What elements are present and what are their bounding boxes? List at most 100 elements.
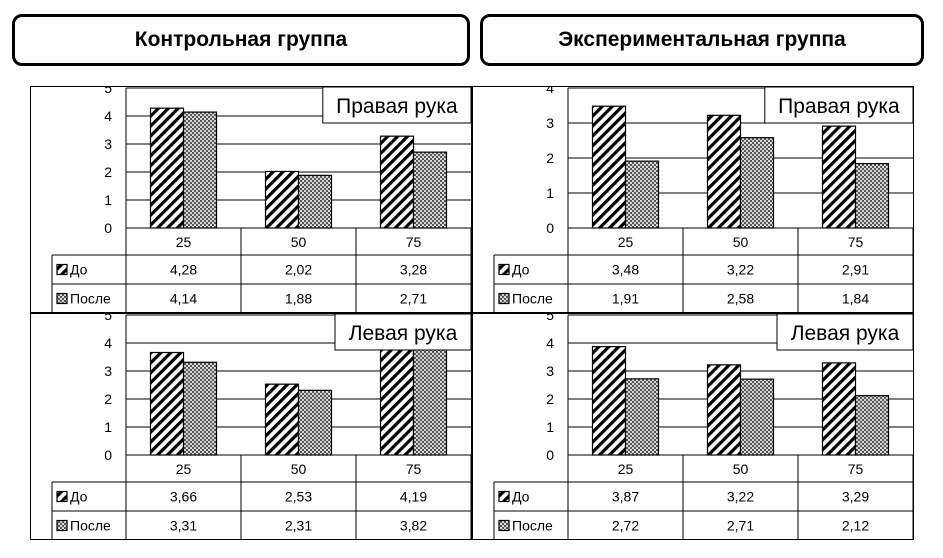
bar-before [591,346,627,456]
legend-key-after [56,519,68,532]
y-tick-label: 5 [546,313,554,323]
y-tick-label: 1 [104,192,112,208]
bar-after [297,389,333,456]
bar-after [624,378,660,456]
data-label: 3,87 [612,489,639,505]
y-tick-label: 0 [546,447,554,463]
legend-key-after [498,519,510,532]
experimental-group-title: Экспериментальная группа [558,28,846,51]
y-tick-label: 3 [104,136,112,152]
data-label: 3,28 [400,262,427,278]
y-tick-label: 3 [546,115,554,131]
data-label: 2,58 [727,291,754,307]
bar-before [264,383,300,456]
data-label: 1,91 [612,291,639,307]
y-tick-label: 3 [104,363,112,379]
chart-experimental-right-hand: 0 1 2 3 4 Правая рука 25 50 75 До 3,48 3,22 2,91 Посл… [472,86,914,313]
legend-label-after: После [70,518,111,534]
bar-before [821,362,857,456]
y-tick-label: 1 [104,419,112,435]
legend-label-after: После [512,518,553,534]
y-tick-label: 1 [546,419,554,435]
control-group-header: Контрольная группа [12,14,470,66]
legend-key-before [56,490,68,503]
data-label: 3,31 [170,518,197,534]
y-tick-label: 4 [104,335,112,351]
y-tick-label: 1 [546,185,554,201]
category-label: 75 [848,461,864,477]
y-tick-label: 4 [104,108,112,124]
data-label: 4,28 [170,262,197,278]
data-label: 1,88 [285,291,312,307]
bar-after [412,347,448,456]
data-label: 3,82 [400,518,427,534]
y-tick-label: 2 [104,164,112,180]
legend-key-after [56,292,68,305]
bar-after [854,395,890,456]
panel-title: Правая рука [778,95,900,118]
y-tick-label: 0 [546,220,554,236]
data-label: 2,02 [285,262,312,278]
category-label: 25 [618,234,634,250]
data-label: 2,71 [400,291,427,307]
category-label: 25 [618,461,634,477]
bar-after [739,378,775,456]
data-label: 3,66 [170,489,197,505]
data-label: 3,48 [612,262,639,278]
category-label: 25 [176,461,192,477]
data-label: 2,72 [612,518,639,534]
panel-title-box [334,313,472,351]
bar-after [182,111,218,229]
bar-after [182,361,218,456]
legend-label-after: После [512,291,553,307]
bar-before [264,170,300,229]
data-label: 1,84 [842,291,869,307]
bar-before [591,105,627,229]
legend-label-before: До [70,262,88,278]
legend-label-before: До [512,262,530,278]
legend-key-before [498,263,510,276]
data-label: 4,14 [170,291,197,307]
y-tick-label: 5 [104,86,112,96]
bar-before [149,107,185,229]
bar-before [379,337,415,456]
panel-title: Левая рука [349,322,458,345]
category-label: 75 [406,461,422,477]
chart-experimental-left-hand: 0 1 2 3 4 5 Левая рука 25 50 75 До 3,87 3,22 3,29 Посл… [472,313,914,540]
y-tick-label: 2 [104,391,112,407]
data-label: 2,71 [727,518,754,534]
control-group-title: Контрольная группа [134,28,348,51]
category-label: 75 [406,234,422,250]
bar-after [624,160,660,229]
data-label: 4,19 [400,489,427,505]
panel-title-box [322,86,472,124]
bar-before [379,135,415,229]
bar-before [706,114,742,229]
data-label: 2,53 [285,489,312,505]
data-label: 3,22 [727,262,754,278]
bar-after [739,137,775,229]
panel-title-box [764,86,914,124]
bar-after [297,174,333,229]
bar-before [706,364,742,456]
data-label: 2,12 [842,518,869,534]
category-label: 50 [291,461,307,477]
panel-title: Левая рука [791,322,900,345]
y-tick-label: 5 [104,313,112,323]
legend-key-before [498,490,510,503]
panel-title-box [776,313,914,351]
y-tick-label: 3 [546,363,554,379]
category-label: 75 [848,234,864,250]
data-label: 2,91 [842,262,869,278]
legend-label-after: После [70,291,111,307]
chart-control-right-hand: 0 1 2 3 4 5 Правая рука 25 50 75 До 4,28 2,02 3,28 Пос… [30,86,472,313]
y-tick-label: 2 [546,150,554,166]
chart-control-left-hand: 0 1 2 3 4 5 Левая рука 25 50 75 До 3,66 2,53 4,19 Посл… [30,313,472,540]
y-tick-label: 0 [104,447,112,463]
bar-after [412,151,448,229]
bar-before [149,351,185,456]
y-tick-label: 4 [546,335,554,351]
data-label: 2,31 [285,518,312,534]
bar-after [854,162,890,229]
y-tick-label: 2 [546,391,554,407]
